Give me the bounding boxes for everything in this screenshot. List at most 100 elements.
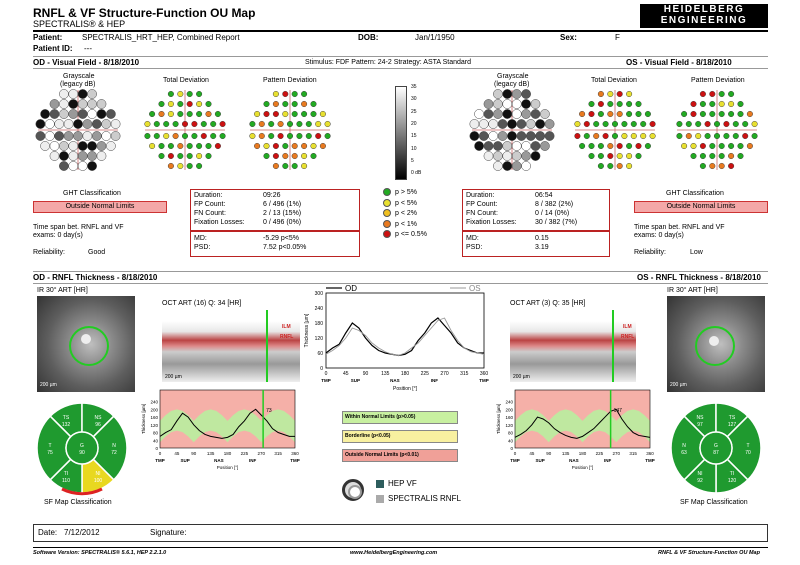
ou-xsector: NAS — [390, 378, 400, 383]
vf-point — [690, 152, 697, 160]
ou-ytick: 240 — [315, 306, 324, 312]
os-reliability-value: Low — [690, 249, 703, 256]
vf-point — [291, 152, 298, 160]
vf-point — [597, 90, 604, 98]
vf-point — [469, 131, 480, 141]
vf-point — [282, 162, 289, 170]
thk-xtick: 135 — [562, 451, 570, 456]
vf-point — [626, 110, 633, 118]
thk-xtick: 360 — [646, 451, 654, 456]
vf-point — [282, 100, 289, 108]
report-subtitle: SPECTRALIS® & HEP — [33, 19, 126, 29]
vf-point — [602, 132, 609, 140]
vf-point — [149, 110, 156, 118]
vf-point — [616, 110, 623, 118]
ou-xtick: 315 — [460, 371, 469, 377]
vf-point — [588, 152, 595, 160]
vf-point — [709, 110, 716, 118]
vf-point — [177, 110, 184, 118]
od-fundus-image: 200 µm — [37, 296, 135, 392]
thk-xtick: 90 — [191, 451, 197, 456]
thk-ytick: 200 — [505, 407, 513, 412]
od-stats-box: Duration: 09:26 FP Count: 6 / 496 (1%) F… — [190, 189, 360, 257]
vf-point — [607, 152, 614, 160]
header-divider — [33, 30, 768, 32]
vf-point — [282, 110, 289, 118]
scale-tick: 15 — [411, 133, 417, 140]
thk-normal-band — [515, 409, 650, 443]
od-ght-value: Outside Normal Limits — [33, 201, 167, 213]
thk-normal-band — [160, 409, 295, 443]
vf-point — [158, 110, 165, 118]
thk-xtick: 0 — [159, 451, 162, 456]
os-oct-marker — [612, 310, 614, 382]
os-duration: 06:54 — [535, 192, 553, 199]
vf-point — [191, 120, 198, 128]
scale-tick: 25 — [411, 108, 417, 115]
vf-point — [728, 90, 735, 98]
vf-point — [616, 152, 623, 160]
ou-xtick: 90 — [363, 371, 369, 377]
vf-point — [110, 119, 121, 129]
od-grayscale-sublabel: (legacy dB) — [60, 81, 96, 88]
vf-point — [521, 99, 531, 109]
vf-point — [630, 132, 637, 140]
vf-point — [249, 120, 256, 128]
sex-label: Sex: — [560, 33, 577, 42]
vf-point — [59, 161, 69, 171]
os-map-label: SF Map Classification — [680, 499, 748, 506]
signature-box: Date: 7/12/2012 Signature: — [33, 524, 768, 542]
thk-xtick: 90 — [546, 451, 552, 456]
sector-key: NI — [96, 471, 101, 477]
vf-point — [511, 161, 522, 171]
os-fundus-image: 200 µm — [667, 296, 765, 392]
od-exams: exams: 0 day(s) — [33, 232, 83, 239]
sector-key: TS — [63, 415, 70, 421]
vf-point — [263, 152, 270, 160]
vf-point — [723, 120, 730, 128]
vf-point — [181, 120, 189, 128]
vf-point — [87, 151, 97, 161]
ou-ytick: 300 — [315, 291, 324, 297]
p-legend-label: p < 5% — [395, 199, 417, 207]
vf-section-divider — [33, 56, 768, 57]
vf-point — [214, 142, 221, 150]
vf-point — [196, 152, 203, 160]
thk-xsector: NAS — [214, 458, 224, 463]
os-oct-scalebar: 200 µm — [513, 374, 530, 380]
thk-xtick: 225 — [596, 451, 604, 456]
thk-ytick: 240 — [150, 400, 158, 405]
vf-point — [91, 131, 102, 141]
scale-tick: 5 — [411, 157, 414, 164]
vf-point — [144, 132, 151, 140]
vf-point — [635, 100, 642, 108]
od-pattern-dev-label: Pattern Deviation — [263, 77, 317, 84]
thk-ylabel: Thickness [µm] — [496, 404, 501, 434]
thk-xsector: SUP — [535, 458, 544, 463]
spectralis-swatch — [376, 495, 384, 503]
vf-point — [483, 99, 494, 109]
sector-value: 100 — [94, 478, 103, 484]
thk-ytick: 0 — [510, 446, 513, 451]
od-timespan: Time span bet. RNFL and VF — [33, 224, 124, 231]
vf-point — [593, 132, 600, 140]
vf-point — [728, 162, 735, 170]
vf-point — [621, 132, 628, 140]
vf-point — [502, 161, 513, 171]
vf-point — [49, 141, 60, 151]
vf-point — [540, 109, 550, 119]
vf-point — [676, 120, 683, 128]
os-ir-label: IR 30° ART [HR] — [667, 287, 718, 294]
thk-xsector: TMP — [290, 458, 300, 463]
vf-point — [516, 119, 527, 129]
vf-point — [709, 100, 716, 108]
ou-ytick: 60 — [317, 351, 323, 357]
sector-outside-arc — [61, 487, 103, 496]
vf-point — [205, 100, 212, 108]
vf-point — [607, 142, 614, 150]
vf-point — [59, 89, 69, 99]
vf-point — [511, 141, 522, 151]
vf-point — [611, 132, 619, 140]
vf-point — [219, 120, 226, 128]
vf-point — [544, 131, 555, 141]
